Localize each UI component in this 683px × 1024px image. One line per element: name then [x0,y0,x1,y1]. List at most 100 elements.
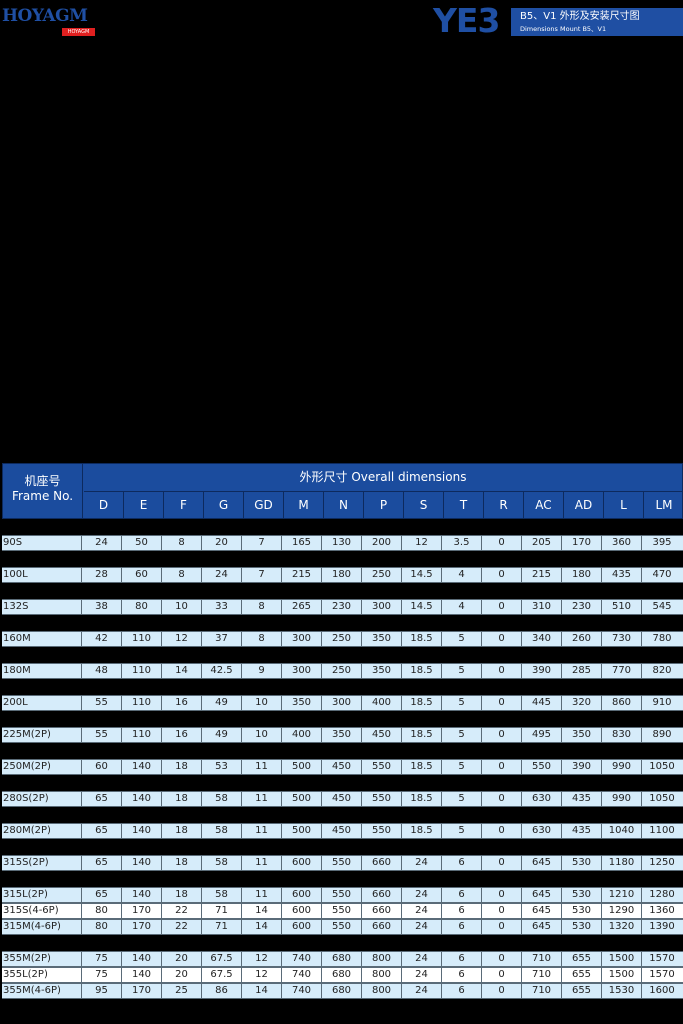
value-cell: 0 [482,632,522,646]
value-cell: 14 [162,664,202,678]
value-cell: 530 [562,904,602,918]
value-cell: 550 [322,888,362,902]
value-cell: 5 [442,760,482,774]
value-cell: 5 [442,696,482,710]
value-cell: 5 [442,728,482,742]
logo-subtitle: HOYAGM MOTOR [62,28,95,36]
value-cell: 6 [442,856,482,870]
table-row: 315M(4-6P) 80 170 22 71 14 600 550 660 24 6 0 645 530… [2,919,683,935]
value-cell: 18.5 [402,728,442,742]
value-cell: 600 [282,920,322,934]
value-cell: 655 [562,952,602,966]
value-cell: 16 [162,728,202,742]
value-cell: 0 [482,856,522,870]
value-cell: 24 [402,920,442,934]
table-row: 160M 42 110 12 37 8 300 250 350 18.5 5 0 340 260 730 78… [2,631,683,647]
value-cell: 24 [402,968,442,982]
column-header: E [124,492,164,518]
value-cell: 680 [322,952,362,966]
value-cell: 680 [322,968,362,982]
frame-cell: 225M(2P) [2,728,82,742]
value-cell: 22 [162,920,202,934]
value-cell: 65 [82,856,122,870]
value-cell: 140 [122,760,162,774]
value-cell: 18.5 [402,632,442,646]
value-cell: 990 [602,760,642,774]
value-cell: 6 [442,952,482,966]
value-cell: 300 [322,696,362,710]
value-cell: 22 [162,904,202,918]
frame-cell: 355M(4-6P) [2,984,82,998]
value-cell: 740 [282,984,322,998]
title-english: Dimensions Mount B5、V1 [520,25,607,33]
logo-text: HOYAGM [2,6,88,26]
overall-dimensions-header: 外形尺寸 Overall dimensions [84,464,682,492]
value-cell: 18 [162,824,202,838]
value-cell: 14.5 [402,600,442,614]
value-cell: 42 [82,632,122,646]
frame-cell: 160M [2,632,82,646]
value-cell: 300 [282,664,322,678]
value-cell: 710 [522,952,562,966]
value-cell: 11 [242,888,282,902]
value-cell: 910 [652,697,672,708]
value-cell: 500 [282,824,322,838]
table-row: 225M(2P) 55 110 16 49 10 400 350 450 18.5 5 0 495 350… [2,727,683,743]
value-cell: 550 [362,760,402,774]
value-cell: 48 [82,664,122,678]
value-cell: 55 [82,728,122,742]
value-cell: 545 [652,601,672,612]
value-cell: 110 [122,632,162,646]
value-cell: 680 [322,984,362,998]
value-cell: 770 [602,664,642,678]
table-row: 315S(2P) 65 140 18 58 11 600 550 660 24 6 0 645 530 11… [2,855,683,871]
value-cell: 24 [202,568,242,582]
value-cell: 18.5 [402,824,442,838]
value-cell: 6 [442,984,482,998]
value-cell: 500 [282,760,322,774]
frame-cell: 315L(2P) [2,888,82,902]
value-cell: 1360 [649,905,675,916]
value-cell: 7 [242,568,282,582]
value-cell: 435 [562,824,602,838]
value-cell: 8 [162,536,202,550]
value-cell: 71 [202,904,242,918]
value-cell: 80 [82,904,122,918]
table-row: 90S 24 50 8 20 7 165 130 200 12 3.5 0 205 170 360 395 [2,535,683,551]
table-row: 180M 48 110 14 42.5 9 300 250 350 18.5 5 0 390 285 770… [2,663,683,679]
value-cell: 655 [562,968,602,982]
value-cell: 58 [202,824,242,838]
value-cell: 495 [522,728,562,742]
value-cell: 0 [482,888,522,902]
value-cell: 10 [162,600,202,614]
frame-cell: 280S(2P) [2,792,82,806]
value-cell: 33 [202,600,242,614]
value-cell: 14 [242,984,282,998]
value-cell: 265 [282,600,322,614]
value-cell: 350 [282,696,322,710]
value-cell: 1500 [602,952,642,966]
value-cell: 20 [162,968,202,982]
value-cell: 435 [602,568,642,582]
value-cell: 75 [82,968,122,982]
value-cell: 800 [362,952,402,966]
value-cell: 18 [162,760,202,774]
value-cell: 1050 [649,793,675,804]
value-cell: 645 [522,888,562,902]
value-cell: 18 [162,792,202,806]
value-cell: 6 [442,968,482,982]
value-cell: 860 [602,696,642,710]
value-cell: 260 [562,632,602,646]
value-cell: 300 [282,632,322,646]
column-header: AD [564,492,604,518]
value-cell: 58 [202,888,242,902]
value-cell: 67.5 [202,952,242,966]
column-header: N [324,492,364,518]
value-cell: 0 [482,696,522,710]
value-cell: 550 [362,792,402,806]
value-cell: 1320 [602,920,642,934]
value-cell: 400 [362,696,402,710]
value-cell: 38 [82,600,122,614]
column-header: L [604,492,644,518]
